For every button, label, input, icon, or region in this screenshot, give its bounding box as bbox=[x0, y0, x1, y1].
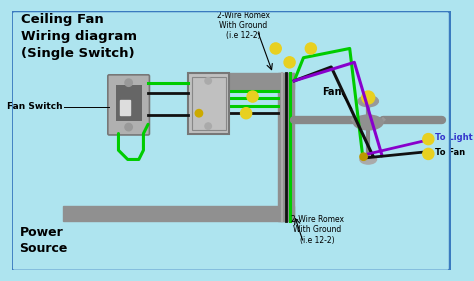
Circle shape bbox=[284, 57, 295, 68]
Text: Ceiling Fan
Wiring diagram
(Single Switch): Ceiling Fan Wiring diagram (Single Switc… bbox=[21, 13, 137, 60]
Ellipse shape bbox=[354, 115, 383, 130]
Bar bbox=[279, 73, 294, 221]
Text: Fan: Fan bbox=[322, 87, 341, 97]
Circle shape bbox=[205, 123, 211, 129]
Text: Power
Source: Power Source bbox=[19, 226, 68, 255]
Bar bbox=[191, 77, 226, 130]
Circle shape bbox=[362, 91, 374, 104]
Circle shape bbox=[305, 43, 317, 54]
Bar bbox=[188, 73, 229, 133]
FancyBboxPatch shape bbox=[108, 75, 149, 135]
Text: Fan Switch: Fan Switch bbox=[7, 102, 63, 111]
Circle shape bbox=[360, 153, 367, 160]
Text: 2-Wire Romex
With Ground
(i.e 12-2): 2-Wire Romex With Ground (i.e 12-2) bbox=[291, 215, 344, 244]
Circle shape bbox=[125, 123, 132, 131]
Circle shape bbox=[423, 133, 434, 145]
Circle shape bbox=[195, 110, 202, 117]
Circle shape bbox=[125, 79, 132, 86]
Bar bbox=[202, 73, 294, 89]
Circle shape bbox=[423, 148, 434, 159]
Bar bbox=[120, 100, 129, 115]
Ellipse shape bbox=[358, 96, 378, 107]
Circle shape bbox=[241, 108, 252, 119]
Ellipse shape bbox=[360, 155, 376, 164]
Text: To Fan: To Fan bbox=[435, 148, 465, 157]
Bar bbox=[116, 85, 142, 121]
Circle shape bbox=[205, 78, 211, 84]
Text: To Light: To Light bbox=[435, 133, 473, 142]
Text: 2-Wire Romex
With Ground
(i.e 12-2): 2-Wire Romex With Ground (i.e 12-2) bbox=[217, 11, 270, 40]
Circle shape bbox=[270, 43, 281, 54]
Circle shape bbox=[247, 91, 258, 102]
Bar bbox=[63, 206, 294, 221]
